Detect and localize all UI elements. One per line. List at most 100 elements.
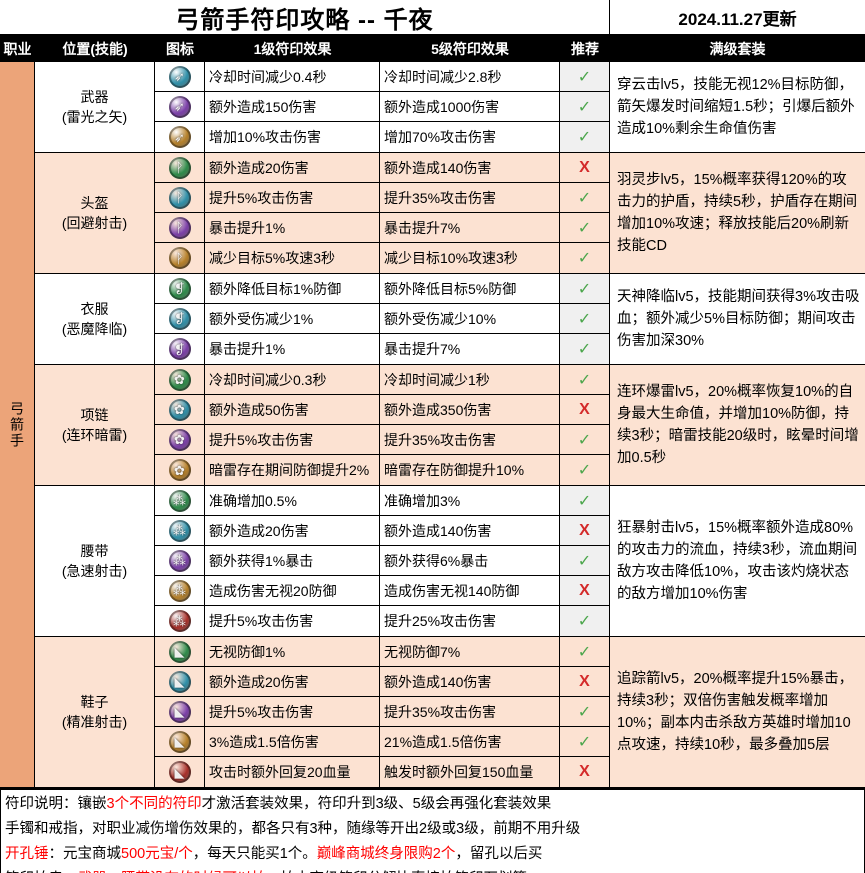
recommend-cross-icon: X — [560, 516, 610, 545]
rune-effect-lv5: 暴击提升7% — [380, 213, 560, 242]
rune-effect-lv1: 无视防御1% — [205, 637, 380, 666]
note-highlight: 巅峰商城终身限购2个 — [316, 846, 456, 862]
rune-effect-lv5: 额外造成140伤害 — [380, 516, 560, 545]
rune-effect-lv5: 提升35%攻击伤害 — [380, 425, 560, 454]
rune-effect-lv5: 冷却时间减少1秒 — [380, 365, 560, 394]
rune-gem-icon: ◣ — [155, 667, 205, 696]
rune-gem-icon: ⁂ — [155, 606, 205, 636]
recommend-cross-icon: X — [560, 757, 610, 787]
rune-effect-lv1: 增加10%攻击伤害 — [205, 122, 380, 152]
slot-skill: (回避射击) — [61, 215, 128, 231]
rune-effect-lv5: 准确增加3% — [380, 486, 560, 515]
recommend-check-icon: ✓ — [560, 62, 610, 91]
rune-effect-lv5: 额外造成140伤害 — [380, 153, 560, 182]
fullset-description: 追踪箭lv5，20%概率提升15%暴击，持续3秒；双倍伤害触发概率增加10%；副… — [610, 637, 865, 787]
slot-name: 衣服 — [80, 300, 109, 317]
note-highlight: 500元宝/个 — [121, 846, 193, 862]
column-header-slot: 位置(技能) — [62, 41, 128, 57]
rune-gem-icon: ⁂ — [155, 576, 205, 605]
slot-skill: (连环暗雷) — [61, 427, 128, 443]
rune-effect-lv1: 额外获得1%暴击 — [205, 546, 380, 575]
rune-effect-lv5: 减少目标10%攻速3秒 — [380, 243, 560, 273]
rune-effect-lv1: 提升5%攻击伤害 — [205, 425, 380, 454]
rune-effect-lv1: 造成伤害无视20防御 — [205, 576, 380, 605]
recommend-check-icon: ✓ — [560, 637, 610, 666]
table-row: ◣ 提升5%攻击伤害 提升35%攻击伤害 ✓ — [155, 697, 610, 727]
fullset-description: 狂暴射击lv5，15%概率额外造成80%的攻击力的流血，持续3秒，流血期间敌方攻… — [610, 486, 865, 636]
rune-effect-lv5: 额外造成350伤害 — [380, 395, 560, 424]
slot-skill: (急速射击) — [61, 563, 128, 579]
recommend-check-icon: ✓ — [560, 243, 610, 273]
rune-gem-icon: ✿ — [155, 395, 205, 424]
rune-effect-lv5: 冷却时间减少2.8秒 — [380, 62, 560, 91]
slot-name: 项链 — [80, 406, 109, 423]
equipment-group: 头盔 (回避射击) ᚹ 额外造成20伤害 额外造成140伤害 X ᚹ 提升5%攻击伤害 提升35… — [35, 153, 865, 274]
rune-effect-lv1: 额外受伤减少1% — [205, 304, 380, 333]
fullset-description: 穿云击lv5，技能无视12%目标防御，箭矢爆发时间缩短1.5秒；引爆后额外造成1… — [610, 62, 865, 152]
rune-row-stack: ◣ 无视防御1% 无视防御7% ✓ ◣ 额外造成20伤害 额外造成140伤害 X ◣ 提升5%攻击… — [155, 637, 610, 787]
rune-effect-lv5: 额外获得6%暴击 — [380, 546, 560, 575]
note-highlight: 开孔锤 — [5, 846, 49, 862]
rune-effect-lv5: 无视防御7% — [380, 637, 560, 666]
table-row: ᚹ 暴击提升1% 暴击提升7% ✓ — [155, 213, 610, 243]
recommend-cross-icon: X — [560, 395, 610, 424]
rune-effect-lv5: 暗雷存在防御提升10% — [380, 455, 560, 485]
slot-name: 腰带 — [80, 542, 109, 559]
note-highlight: 武器、腰带没有的时候可以拍 — [78, 867, 267, 873]
recommend-check-icon: ✓ — [560, 274, 610, 303]
note-text: 才激活套装效果，符印升到3级、5级会再强化套装效果 — [201, 796, 552, 812]
rune-effect-lv5: 额外受伤减少10% — [380, 304, 560, 333]
table-row: ✿ 提升5%攻击伤害 提升35%攻击伤害 ✓ — [155, 425, 610, 455]
rune-effect-lv5: 触发时额外回复150血量 — [380, 757, 560, 787]
rune-effect-lv1: 冷却时间减少0.3秒 — [205, 365, 380, 394]
fullset-description: 连环爆雷lv5，20%概率恢复10%的自身最大生命值，并增加10%防御，持续3秒… — [610, 365, 865, 485]
recommend-cross-icon: X — [560, 153, 610, 182]
groups-container: 武器 (雷光之矢) ➶ 冷却时间减少0.4秒 冷却时间减少2.8秒 ✓ ➶ 额外造成150伤害… — [35, 62, 865, 788]
rune-effect-lv1: 冷却时间减少0.4秒 — [205, 62, 380, 91]
recommend-check-icon: ✓ — [560, 455, 610, 485]
recommend-cross-icon: X — [560, 576, 610, 605]
table-row: ⁂ 准确增加0.5% 准确增加3% ✓ — [155, 486, 610, 516]
recommend-check-icon: ✓ — [560, 546, 610, 575]
rune-effect-lv5: 增加70%攻击伤害 — [380, 122, 560, 152]
rune-gem-icon: ⁂ — [155, 516, 205, 545]
table-row: ✿ 额外造成50伤害 额外造成350伤害 X — [155, 395, 610, 425]
recommend-check-icon: ✓ — [560, 425, 610, 454]
table-row: ⁂ 提升5%攻击伤害 提升25%攻击伤害 ✓ — [155, 606, 610, 636]
note-text: 符印说明：镶嵌 — [5, 796, 107, 812]
slot-name: 鞋子 — [80, 693, 109, 710]
rune-gem-icon: ᚹ — [155, 243, 205, 273]
page-title: 弓箭手符印攻略 -- 千夜 — [0, 0, 610, 34]
rune-row-stack: ➶ 冷却时间减少0.4秒 冷却时间减少2.8秒 ✓ ➶ 额外造成150伤害 额外造成1000… — [155, 62, 610, 152]
recommend-check-icon: ✓ — [560, 486, 610, 515]
rune-gem-icon: ➶ — [155, 92, 205, 121]
rune-effect-lv5: 提升35%攻击伤害 — [380, 183, 560, 212]
note-rune-explain: 符印说明：镶嵌 3个不同的符印 才激活套装效果，符印升到3级、5级会再强化套装效果 — [1, 790, 864, 815]
recommend-check-icon: ✓ — [560, 606, 610, 636]
note-bracelet-ring: 手镯和戒指，对职业减伤增伤效果的，都各只有3种，随缘等开出2级或3级，前期不用升… — [1, 815, 864, 840]
rune-gem-icon: ➶ — [155, 122, 205, 152]
slot-name: 武器 — [80, 88, 109, 105]
rune-gem-icon: ✿ — [155, 365, 205, 394]
fullset-description: 天神降临lv5，技能期间获得3%攻击吸血；额外减少5%目标防御；期间攻击伤害加深… — [610, 274, 865, 364]
rune-gem-icon: ⁂ — [155, 486, 205, 515]
rune-effect-lv5: 额外造成1000伤害 — [380, 92, 560, 121]
equipment-group: 鞋子 (精准射击) ◣ 无视防御1% 无视防御7% ✓ ◣ 额外造成20伤害 额外造成140伤害… — [35, 637, 865, 788]
slot-cell: 项链 (连环暗雷) — [35, 365, 155, 485]
rune-row-stack: ⁂ 准确增加0.5% 准确增加3% ✓ ⁂ 额外造成20伤害 额外造成140伤害 X ⁂ 额外获得… — [155, 486, 610, 636]
slot-name: 头盔 — [80, 194, 109, 211]
rune-gem-icon: ✿ — [155, 425, 205, 454]
rune-effect-lv1: 准确增加0.5% — [205, 486, 380, 515]
note-text: ：元宝商城 — [48, 846, 122, 862]
table-row: ➶ 额外造成150伤害 额外造成1000伤害 ✓ — [155, 92, 610, 122]
recommend-cross-icon: X — [560, 667, 610, 696]
title-bar: 弓箭手符印攻略 -- 千夜 2024.11.27更新 — [0, 0, 865, 36]
table-row: ✿ 暗雷存在期间防御提升2% 暗雷存在防御提升10% ✓ — [155, 455, 610, 485]
rune-effect-lv1: 额外造成20伤害 — [205, 667, 380, 696]
rune-gem-icon: ◣ — [155, 727, 205, 756]
table-row: ✿ 冷却时间减少0.3秒 冷却时间减少1秒 ✓ — [155, 365, 610, 395]
rune-effect-lv5: 提升25%攻击伤害 — [380, 606, 560, 636]
column-header-lv5: 5级符印效果 — [431, 41, 509, 57]
recommend-check-icon: ✓ — [560, 213, 610, 242]
slot-skill: (雷光之矢) — [61, 109, 128, 125]
